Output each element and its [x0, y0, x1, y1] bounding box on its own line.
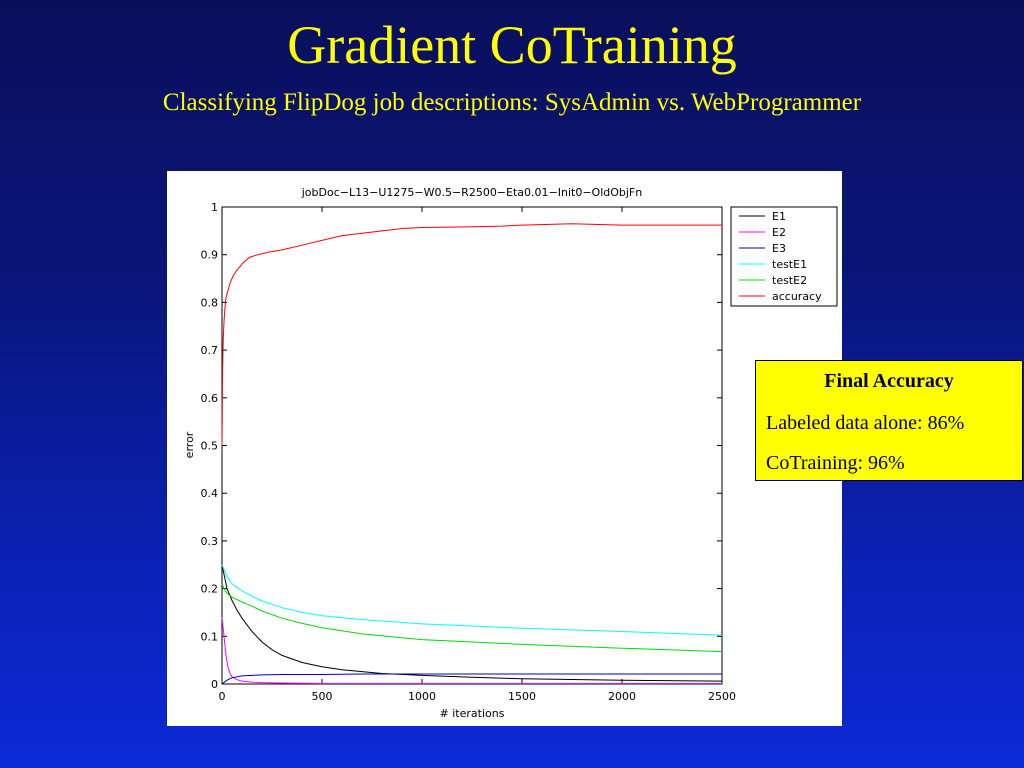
x-tick-label: 500: [312, 690, 333, 703]
series-line-teste2: [221, 583, 723, 653]
final-accuracy-heading: Final Accuracy: [824, 370, 954, 392]
axis-ticks: 0 500 1000 1500 2000 2500 0 0.1 0.2 0.3 0.4 0.5 0.6 0…: [201, 201, 737, 703]
series-line-e1: [221, 564, 723, 682]
series-line-teste1: [221, 564, 723, 636]
cotraining-accuracy: CoTraining: 96%: [766, 452, 905, 474]
y-tick-label: 0.8: [201, 296, 219, 309]
legend-box: [730, 206, 838, 307]
slide-subtitle: Classifying FlipDog job descriptions: Sy…: [162, 89, 862, 116]
y-tick-label: 0.1: [201, 630, 219, 643]
series-line-e2: [221, 617, 722, 684]
slide-title: Gradient CoTraining: [287, 15, 737, 75]
legend-label-teste2: testE2: [772, 274, 807, 287]
series-line-e3: [221, 673, 722, 685]
legend: E1 E2 E3 testE1 testE2 accuracy: [730, 206, 838, 307]
legend-label-e2: E2: [772, 226, 786, 239]
y-axis-label: error: [183, 431, 196, 458]
y-tick-label: 0.2: [201, 583, 219, 596]
x-tick-label: 2000: [608, 690, 636, 703]
error-accuracy-chart: jobDoc−L13−U1275−W0.5−R2500−Eta0.01−Init…: [183, 186, 838, 720]
labeled-data-accuracy: Labeled data alone: 86%: [766, 412, 965, 434]
plot-frame: [221, 206, 723, 685]
series-line-accuracy: [221, 223, 722, 446]
final-accuracy-box: Final Accuracy Labeled data alone: 86% C…: [755, 360, 1023, 481]
chart-figure: jobDoc−L13−U1275−W0.5−R2500−Eta0.01−Init…: [167, 171, 842, 726]
legend-label-accuracy: accuracy: [772, 290, 822, 303]
x-tick-label: 1500: [508, 690, 536, 703]
x-tick-label: 1000: [408, 690, 436, 703]
legend-label-teste1: testE1: [772, 258, 807, 271]
y-tick-label: 0.9: [201, 249, 219, 262]
legend-label-e3: E3: [772, 242, 786, 255]
y-tick-label: 0: [211, 678, 218, 691]
legend-label-e1: E1: [772, 210, 786, 223]
y-tick-label: 0.3: [201, 535, 219, 548]
y-tick-label: 0.5: [201, 440, 219, 453]
y-tick-label: 0.4: [201, 487, 219, 500]
y-tick-label: 1: [211, 201, 218, 214]
series-lines: [221, 223, 723, 685]
y-tick-label: 0.6: [201, 392, 219, 405]
x-axis-label: # iterations: [440, 707, 505, 720]
x-tick-label: 2500: [708, 690, 736, 703]
x-tick-label: 0: [219, 690, 226, 703]
y-tick-label: 0.7: [201, 344, 219, 357]
chart-title: jobDoc−L13−U1275−W0.5−R2500−Eta0.01−Init…: [301, 186, 643, 199]
